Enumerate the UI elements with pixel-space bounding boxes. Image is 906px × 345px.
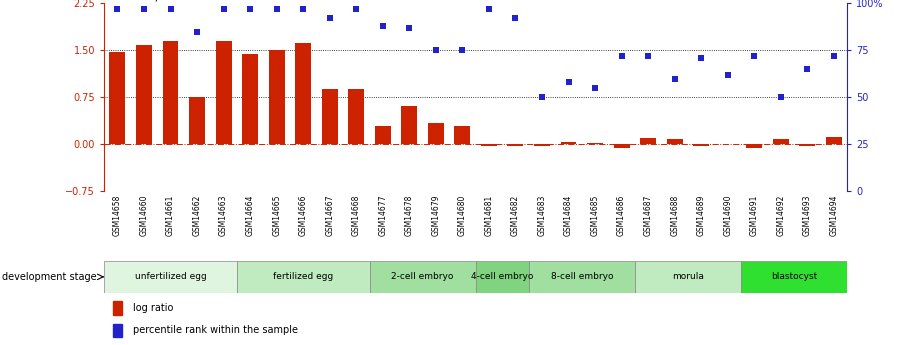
Point xyxy=(296,6,311,12)
Point xyxy=(349,6,363,12)
Bar xyxy=(242,53,258,145)
Point xyxy=(402,25,417,31)
Point xyxy=(111,6,125,12)
Point xyxy=(190,29,205,34)
Bar xyxy=(189,97,205,145)
Point xyxy=(720,72,735,78)
Text: 8-cell embryo: 8-cell embryo xyxy=(551,272,613,282)
Bar xyxy=(269,50,284,145)
Bar xyxy=(322,89,338,145)
Text: log ratio: log ratio xyxy=(133,303,174,313)
Text: unfertilized egg: unfertilized egg xyxy=(135,272,207,282)
Bar xyxy=(529,261,635,293)
Point xyxy=(774,95,788,100)
Bar xyxy=(113,324,122,337)
Text: GDS578 / 17810: GDS578 / 17810 xyxy=(104,0,201,2)
Point xyxy=(614,53,629,59)
Bar xyxy=(476,261,529,293)
Text: percentile rank within the sample: percentile rank within the sample xyxy=(133,325,298,335)
Point xyxy=(482,6,496,12)
Point xyxy=(826,53,841,59)
Bar xyxy=(667,139,682,145)
Point xyxy=(800,67,814,72)
Bar xyxy=(481,145,496,146)
Bar xyxy=(162,41,178,145)
Bar xyxy=(773,139,789,145)
Point xyxy=(641,53,655,59)
Bar xyxy=(799,145,815,146)
Bar xyxy=(401,106,418,145)
Point xyxy=(217,6,231,12)
Bar xyxy=(428,122,444,145)
Point xyxy=(429,48,443,53)
Text: morula: morula xyxy=(672,272,704,282)
Point xyxy=(561,80,576,85)
Bar xyxy=(455,126,470,145)
Point xyxy=(535,95,549,100)
Point xyxy=(508,16,523,21)
Bar xyxy=(587,143,603,145)
Point xyxy=(668,76,682,81)
Bar xyxy=(741,261,847,293)
Point xyxy=(323,16,337,21)
Point xyxy=(455,48,469,53)
Point xyxy=(747,53,761,59)
Bar xyxy=(826,137,842,145)
Point xyxy=(588,85,602,91)
Bar xyxy=(641,138,656,145)
Bar xyxy=(295,43,311,145)
Bar xyxy=(236,261,370,293)
Bar xyxy=(216,41,232,145)
Point xyxy=(163,6,178,12)
Point xyxy=(243,6,257,12)
Bar xyxy=(375,126,390,145)
Point xyxy=(137,6,151,12)
Bar xyxy=(613,145,630,148)
Bar xyxy=(747,145,762,148)
Bar xyxy=(136,46,152,145)
Point xyxy=(375,23,390,29)
Bar xyxy=(104,261,236,293)
Text: 4-cell embryo: 4-cell embryo xyxy=(471,272,534,282)
Bar xyxy=(110,52,125,145)
Point xyxy=(269,6,284,12)
Bar xyxy=(635,261,741,293)
Bar xyxy=(534,145,550,146)
Bar xyxy=(507,145,524,146)
Bar xyxy=(693,145,709,146)
Bar xyxy=(370,261,476,293)
Point xyxy=(694,55,708,61)
Bar xyxy=(348,89,364,145)
Bar xyxy=(113,301,122,315)
Bar xyxy=(561,142,576,145)
Text: fertilized egg: fertilized egg xyxy=(273,272,333,282)
Text: development stage: development stage xyxy=(2,272,96,282)
Text: 2-cell embryo: 2-cell embryo xyxy=(391,272,454,282)
Text: blastocyst: blastocyst xyxy=(771,272,817,282)
